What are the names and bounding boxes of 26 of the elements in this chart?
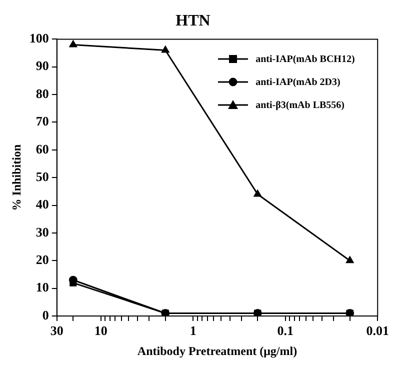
y-tick-label: 10 [36,280,49,295]
x-axis-title: Antibody Pretreatment (μg/ml) [137,344,298,358]
x-tick-label: 0.01 [366,323,389,338]
chart-title: HTN [176,12,211,30]
y-tick-label: 0 [42,307,49,322]
legend-label: anti-IAP(mAb BCH12) [256,54,355,65]
y-tick-label: 80 [36,86,49,101]
x-tick-label: 30 [50,323,64,338]
x-tick-label: 1 [190,323,196,338]
legend-label: anti-β3(mAb LB556) [256,100,345,111]
y-tick-label: 90 [36,58,49,74]
y-tick-label: 30 [36,224,49,240]
y-tick-label: 60 [36,141,49,156]
point [346,256,354,264]
point [161,45,170,53]
legend-label: anti-IAP(mAb 2D3) [256,76,340,88]
y-tick-label: 20 [36,252,49,267]
x-tick-label: 0.1 [277,323,294,338]
y-tick-label: 50 [36,168,49,184]
x-tick-label: 10 [94,323,108,338]
y-tick-label: 70 [36,114,49,129]
point [68,40,78,48]
point [253,189,262,197]
y-tick-label: 100 [29,30,49,46]
y-axis-title: % Inhibition [9,144,24,211]
y-tick-label: 40 [36,196,49,212]
